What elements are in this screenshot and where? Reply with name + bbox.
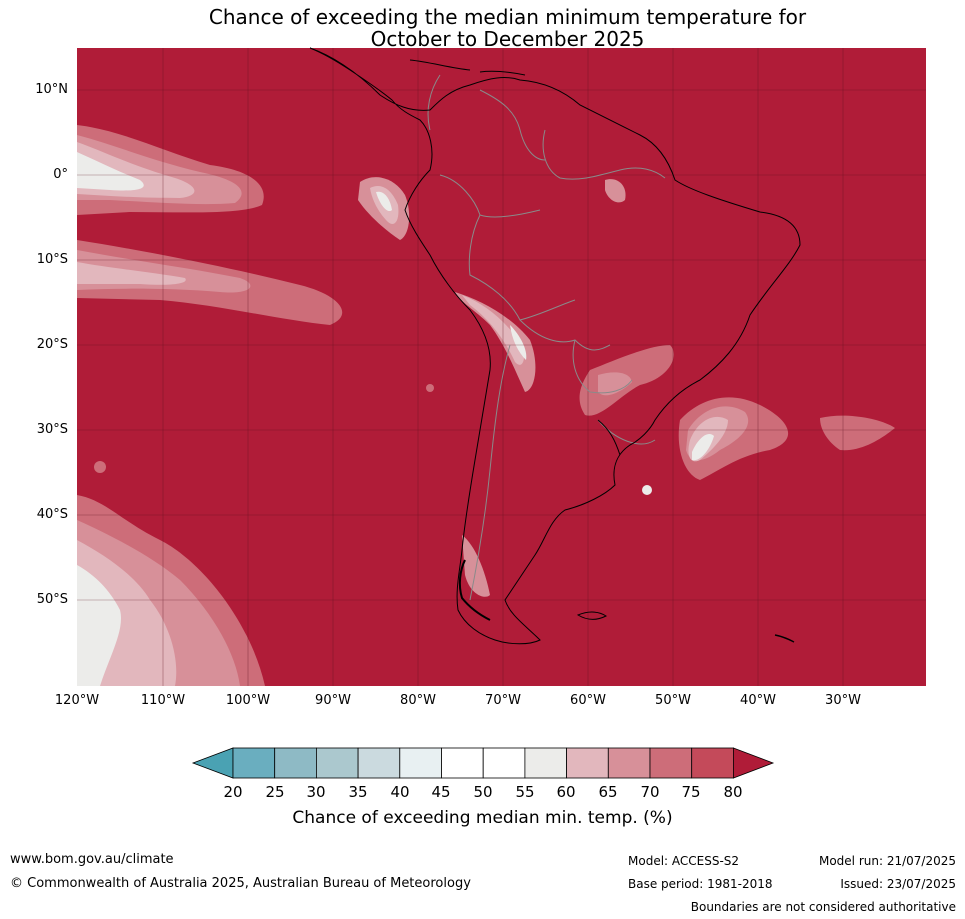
chart-title-line2: October to December 2025 [370, 27, 645, 51]
colorbar-tick-30: 30 [306, 783, 326, 801]
colorbar-tick-60: 60 [556, 783, 576, 801]
lon-label-100w: 100°W [225, 693, 271, 708]
footer-website: www.bom.gov.au/climate [10, 852, 174, 867]
lon-label-50w: 50°W [655, 693, 691, 708]
lon-label-110w: 110°W [140, 693, 186, 708]
footer-copyright: © Commonwealth of Australia 2025, Austra… [10, 876, 471, 891]
lon-label-80w: 80°W [400, 693, 436, 708]
gridlines [77, 48, 926, 686]
colorbar-tick-35: 35 [348, 783, 368, 801]
colorbar-tick-65: 65 [598, 783, 618, 801]
colorbar-title: Chance of exceeding median min. temp. (%… [292, 808, 673, 828]
colorbar-bin-55-60 [524, 747, 567, 779]
lat-label-10s: 10°S [36, 252, 68, 267]
colorbar-low-extend [191, 747, 234, 779]
colorbar-tick-40: 40 [390, 783, 410, 801]
colorbar-bin-60-65 [566, 747, 609, 779]
colorbar-tick-75: 75 [681, 783, 701, 801]
footer-issued: Issued: 23/07/2025 [840, 877, 956, 891]
lon-label-70w: 70°W [485, 693, 521, 708]
colorbar-bin-45-50 [441, 747, 484, 779]
lat-label-10n: 10°N [35, 82, 68, 97]
lat-label-30s: 30°S [36, 422, 68, 437]
colorbar-tick-70: 70 [640, 783, 660, 801]
country-borders [427, 74, 666, 601]
probability-patches [77, 125, 895, 686]
colorbar-bin-40-45 [399, 747, 442, 779]
colorbar-high-extend [733, 747, 775, 779]
lat-label-40s: 40°S [36, 507, 68, 522]
colorbar-tick-55: 55 [515, 783, 535, 801]
footer-model-run: Model run: 21/07/2025 [818, 854, 956, 868]
footer-model: Model: ACCESS-S2 [628, 854, 740, 868]
colorbar-bin-75-80 [691, 747, 734, 779]
lat-label-50s: 50°S [36, 592, 68, 607]
colorbar-bin-65-70 [607, 747, 651, 779]
colorbar-bin-35-40 [357, 747, 401, 779]
colorbar [191, 747, 775, 779]
lon-label-120w: 120°W [54, 693, 100, 708]
footer-base-period: Base period: 1981-2018 [628, 877, 773, 891]
colorbar-tick-80: 80 [723, 783, 743, 801]
map-background [77, 48, 926, 686]
lat-label-0: 0° [53, 167, 68, 182]
colorbar-tick-45: 45 [431, 783, 451, 801]
lat-label-20s: 20°S [36, 337, 68, 352]
lon-label-90w: 90°W [315, 693, 351, 708]
lon-label-60w: 60°W [570, 693, 606, 708]
colorbar-bin-50-55 [482, 747, 526, 779]
lon-label-40w: 40°W [740, 693, 776, 708]
lon-label-30w: 30°W [825, 693, 861, 708]
footer-disclaimer: Boundaries are not considered authoritat… [690, 900, 956, 914]
colorbar-bin-25-30 [274, 747, 317, 779]
chart-title-line1: Chance of exceeding the median minimum t… [208, 5, 807, 29]
coastline [309, 47, 801, 645]
colorbar-tick-25: 25 [265, 783, 285, 801]
colorbar-tick-50: 50 [473, 783, 493, 801]
colorbar-bin-30-35 [316, 747, 359, 779]
colorbar-bin-70-75 [649, 747, 693, 779]
colorbar-tick-20: 20 [223, 783, 243, 801]
colorbar-bin-20-25 [232, 747, 276, 779]
